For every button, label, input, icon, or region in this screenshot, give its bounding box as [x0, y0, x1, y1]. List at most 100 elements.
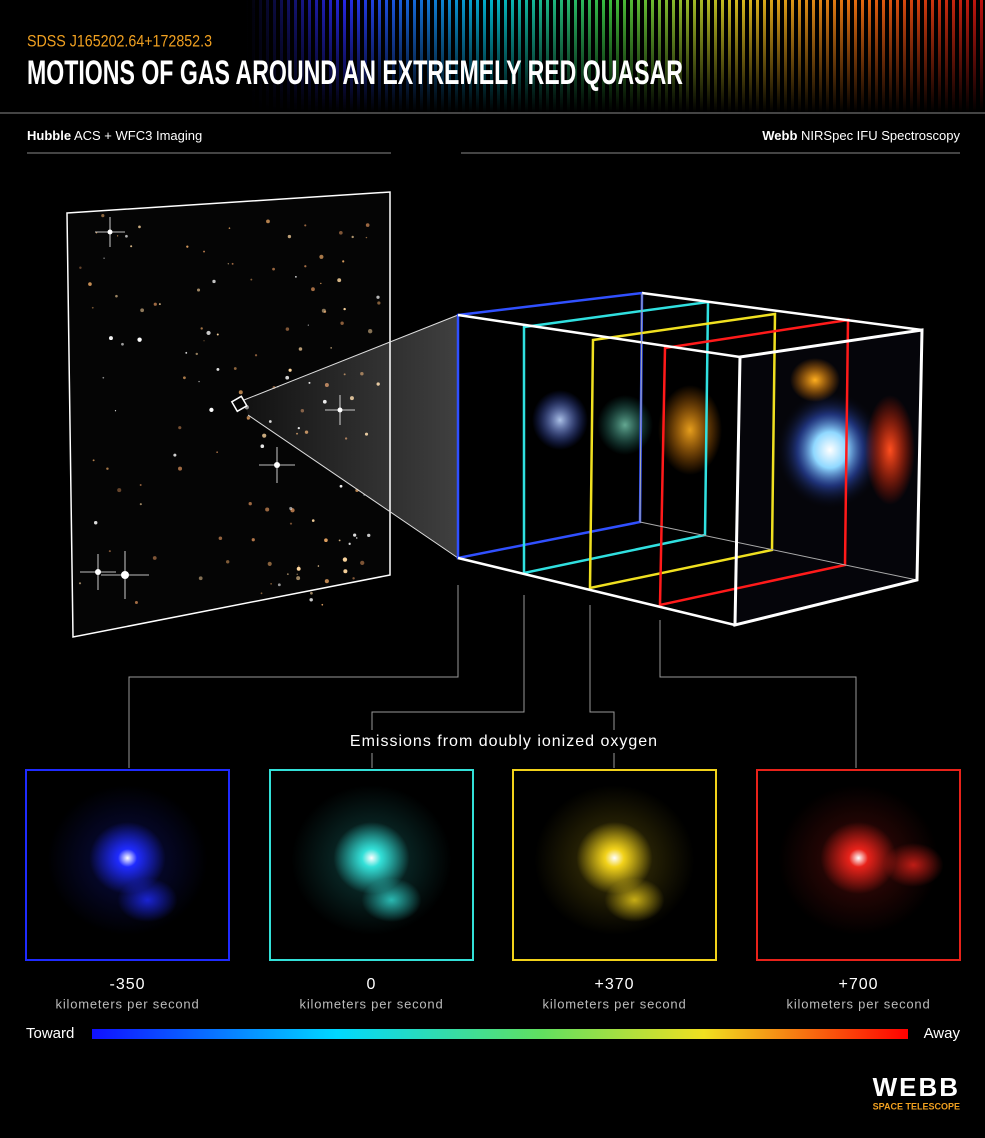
star — [367, 533, 371, 538]
star — [311, 287, 315, 292]
velocity-value: +370 — [594, 976, 634, 993]
star — [367, 329, 373, 334]
star — [266, 219, 270, 224]
star — [324, 579, 329, 584]
star — [289, 522, 293, 525]
star — [231, 262, 234, 265]
star — [285, 327, 290, 331]
instrument-detail: ACS + WFC3 Imaging — [74, 128, 202, 143]
velocity-unit: kilometers per second — [543, 996, 687, 1011]
star — [351, 235, 354, 239]
star — [365, 236, 368, 239]
star — [343, 569, 348, 574]
star — [304, 224, 307, 227]
star — [216, 333, 219, 336]
star — [137, 337, 142, 342]
star — [277, 583, 281, 587]
star — [196, 288, 201, 292]
star — [218, 536, 223, 541]
velocity-panel: +370 kilometers per second — [512, 769, 717, 1011]
logo: WEBB — [873, 1072, 960, 1102]
target-name: SDSS J165202.64+172852.3 — [27, 31, 212, 50]
star — [377, 301, 381, 305]
star — [250, 278, 253, 281]
star — [298, 347, 303, 351]
velocity-unit: kilometers per second — [56, 996, 200, 1011]
star — [212, 279, 216, 284]
logo-subtitle: SPACE TELESCOPE — [873, 1101, 960, 1111]
star — [285, 375, 290, 380]
star — [339, 484, 343, 488]
star — [343, 307, 346, 311]
star — [178, 426, 182, 430]
star — [130, 245, 133, 248]
zoom-line — [243, 314, 459, 401]
star — [103, 257, 105, 260]
star — [248, 502, 252, 506]
star — [296, 566, 301, 571]
emission-extension — [883, 843, 944, 887]
star — [360, 560, 365, 566]
data-cube — [456, 291, 924, 627]
star — [117, 488, 122, 493]
emission-core — [89, 822, 166, 894]
star — [348, 542, 351, 545]
star — [216, 451, 218, 453]
star — [216, 367, 220, 371]
caption: Emissions from doubly ionized oxygen — [350, 733, 658, 750]
star — [115, 294, 118, 298]
star — [311, 519, 315, 522]
star — [330, 347, 332, 349]
star — [79, 266, 82, 269]
star — [286, 573, 289, 576]
star — [198, 576, 203, 581]
instrument: Webb — [762, 128, 797, 143]
velocity-value: 0 — [367, 976, 377, 993]
star — [254, 354, 258, 357]
star — [108, 550, 111, 553]
velocity-scale — [92, 1029, 908, 1039]
emission-core — [333, 822, 410, 894]
panel-frame — [269, 769, 474, 961]
star — [88, 282, 92, 286]
star — [342, 260, 345, 263]
star — [125, 234, 128, 238]
star — [238, 390, 243, 395]
velocity-unit: kilometers per second — [300, 996, 444, 1011]
zoom-line — [247, 414, 459, 559]
star — [78, 582, 82, 585]
panel-frame — [25, 769, 230, 961]
star — [226, 560, 230, 564]
star — [317, 565, 320, 567]
star — [376, 295, 380, 299]
leader-lines — [128, 585, 857, 768]
star — [296, 573, 298, 575]
star — [186, 245, 189, 248]
star — [260, 592, 263, 595]
star — [262, 433, 267, 438]
star — [340, 321, 344, 325]
star — [251, 538, 255, 542]
star — [198, 380, 200, 383]
star — [338, 539, 341, 542]
zoom-beam — [244, 315, 458, 558]
velocity-value: -350 — [109, 976, 145, 993]
star — [139, 503, 142, 506]
left-heading: Hubble ACS + WFC3 Imaging — [27, 128, 202, 143]
star — [307, 324, 309, 326]
star — [106, 467, 109, 470]
star — [209, 407, 214, 412]
star — [342, 557, 348, 562]
star — [183, 376, 186, 380]
star — [139, 483, 142, 486]
star — [288, 368, 292, 372]
star — [267, 561, 272, 566]
star — [203, 250, 206, 253]
star — [324, 538, 328, 543]
velocity-unit: kilometers per second — [787, 996, 931, 1011]
star — [195, 352, 199, 356]
star — [295, 276, 297, 278]
star — [173, 453, 177, 457]
right-heading: Webb NIRSpec IFU Spectroscopy — [762, 128, 960, 143]
star — [355, 537, 358, 539]
